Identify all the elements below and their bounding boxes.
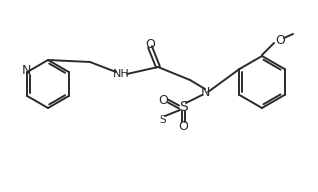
Text: S: S (179, 100, 187, 114)
Text: O: O (275, 33, 285, 46)
Text: N: N (200, 85, 210, 98)
Text: S: S (160, 115, 166, 125)
Text: N: N (22, 65, 31, 78)
Text: NH: NH (113, 69, 129, 79)
Text: O: O (178, 121, 188, 133)
Text: O: O (158, 94, 168, 108)
Text: O: O (145, 37, 155, 50)
